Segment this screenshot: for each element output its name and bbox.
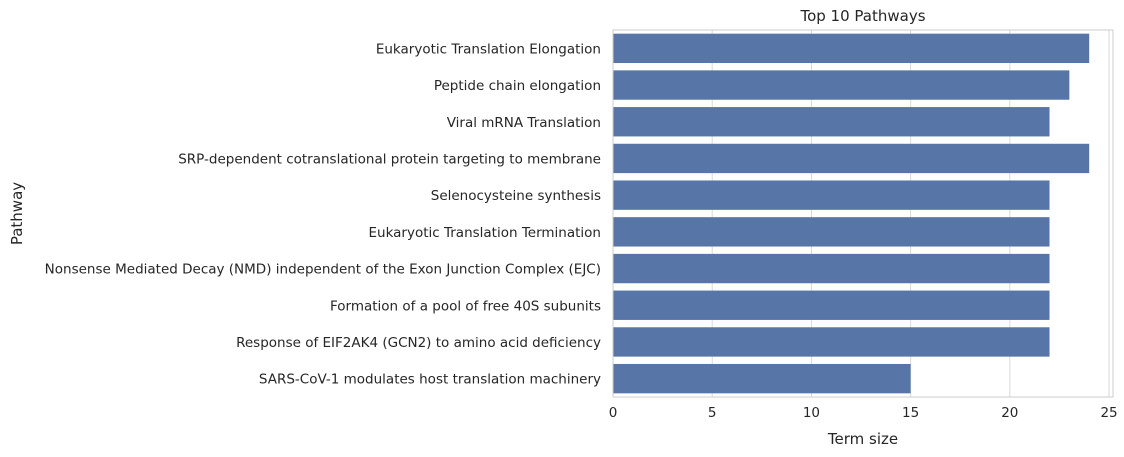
bar [613,70,1070,100]
category-label: SARS-CoV-1 modulates host translation ma… [259,372,601,388]
x-tick-label: 25 [1100,405,1117,421]
category-label: SRP-dependent cotranslational protein ta… [178,151,601,167]
bar [613,327,1050,357]
x-tick-label: 5 [708,405,717,421]
bar [613,290,1050,320]
bar [613,363,911,394]
bar [613,143,1090,174]
x-axis-label: Term size [827,430,898,448]
bar [613,180,1050,210]
category-label: Selenocysteine synthesis [431,188,601,204]
category-label: Viral mRNA Translation [447,115,601,131]
category-label: Formation of a pool of free 40S subunits [330,298,601,314]
x-tick-label: 15 [902,405,919,421]
category-label: Nonsense Mediated Decay (NMD) independen… [45,262,601,278]
bar [613,33,1090,64]
x-tick-label: 10 [803,405,820,421]
bars [613,33,1090,394]
category-label: Eukaryotic Translation Termination [368,225,601,241]
plot-frame [612,29,1114,398]
chart-title: Top 10 Pathways [799,7,925,25]
category-label: Peptide chain elongation [434,78,601,94]
x-tick-label: 0 [609,405,618,421]
y-axis-label: Pathway [8,182,26,245]
x-tick-label: 20 [1001,405,1018,421]
category-label: Eukaryotic Translation Elongation [376,41,601,57]
bar [613,253,1050,284]
category-label: Response of EIF2AK4 (GCN2) to amino acid… [236,335,601,351]
x-tick-labels: 0 5 10 15 20 25 [609,405,1118,421]
bar [613,217,1050,247]
category-labels: Eukaryotic Translation Elongation Peptide… [45,41,601,387]
bar [613,107,1050,137]
